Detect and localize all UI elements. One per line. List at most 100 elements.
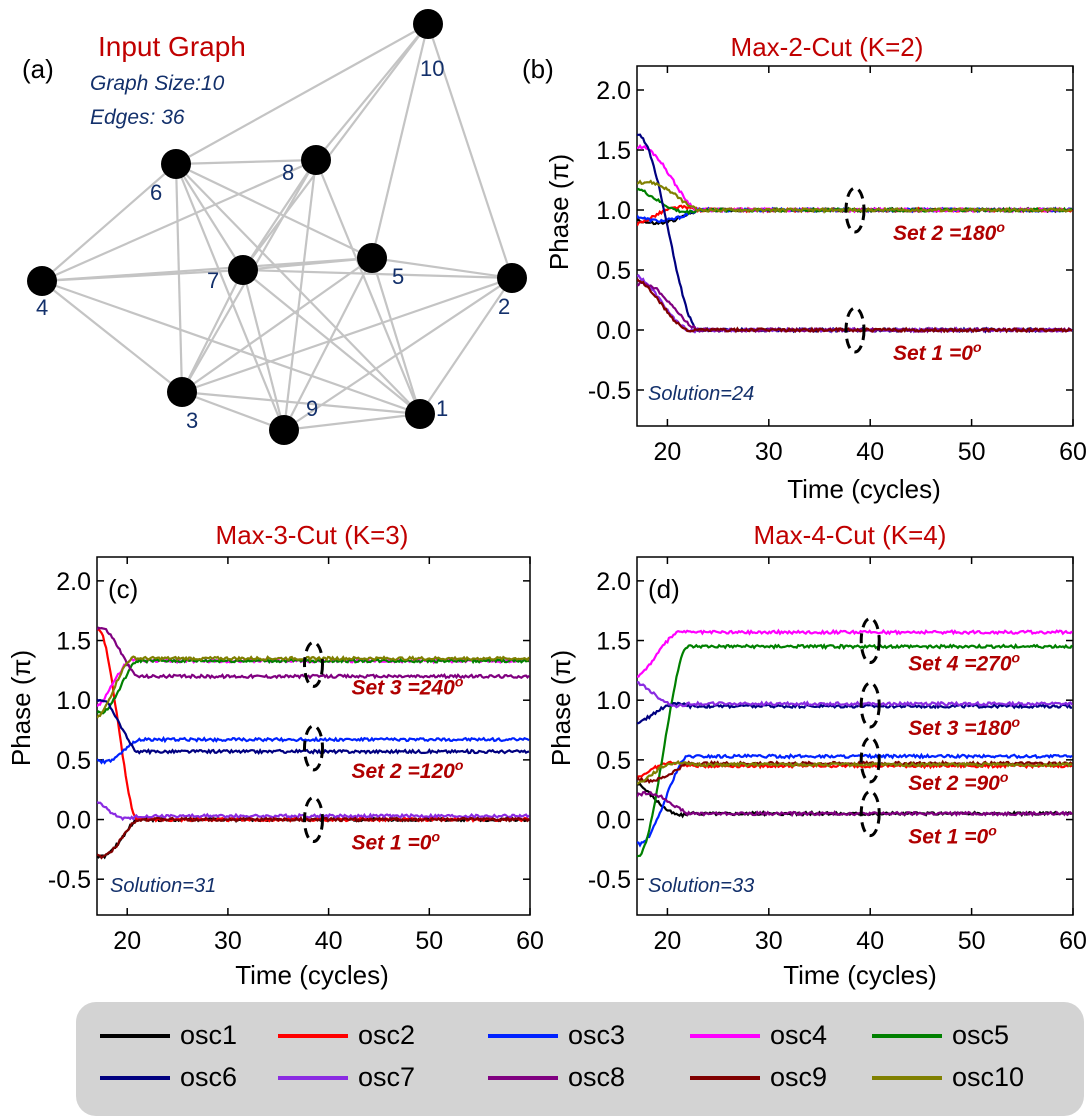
legend-label-osc9: osc9 (770, 1062, 827, 1092)
graph-edge (175, 158, 317, 166)
graph-edge (41, 163, 177, 282)
set-ellipse (859, 790, 881, 838)
graph-edge (175, 163, 373, 259)
graph-edge (175, 163, 421, 415)
legend-label-osc4: osc4 (770, 1020, 827, 1050)
series-line-osc8 (97, 626, 530, 680)
legend-label-osc1: osc1 (180, 1020, 237, 1050)
panel-c-max-3-cut: (c) Max-3-Cut (K=3) 20 30 40 50 60 -0.5 0.0 0.5… (6, 520, 544, 990)
graph-edge (314, 159, 422, 415)
series-lines (97, 626, 530, 860)
series-line-osc9 (97, 815, 530, 860)
graph-edge (242, 269, 421, 415)
panel-d-solution: Solution=33 (648, 875, 754, 897)
series-line-osc4 (97, 657, 530, 708)
set-ellipse (859, 617, 881, 665)
series-line-osc6 (637, 701, 1072, 725)
panel-b-plot: 20 30 40 50 60 -0.5 0.0 0.5 1.0 1.5 2.0 Set 2 =180o… (588, 65, 1087, 466)
legend-label-osc5: osc5 (952, 1020, 1009, 1050)
y-tick-label: 0.0 (596, 317, 631, 345)
set-ellipse (303, 640, 324, 688)
set-ellipse (303, 796, 324, 844)
series-line-osc1 (97, 815, 530, 860)
series-line-osc2 (637, 760, 1073, 780)
graph-edge (242, 268, 513, 280)
legend-label-osc6: osc6 (180, 1062, 237, 1092)
graph-edge (283, 257, 373, 431)
x-tick-label: 60 (1059, 927, 1087, 955)
graph-node (167, 377, 197, 407)
series-line-osc3 (97, 735, 530, 765)
x-tick-label: 30 (755, 438, 783, 466)
series-line-osc6 (97, 698, 530, 756)
set-label: Set 2 =180o (893, 219, 1005, 245)
legend-label-osc10: osc10 (952, 1062, 1024, 1092)
series-lines (637, 628, 1073, 858)
set-label: Set 2 =120o (352, 757, 464, 783)
panel-b-tag: (b) (522, 54, 554, 84)
graph-edge (242, 23, 429, 271)
graph-node (413, 9, 443, 39)
graph-edge (426, 23, 514, 279)
graph-node (301, 145, 331, 175)
x-tick-label: 30 (214, 927, 242, 955)
series-line-osc5 (637, 642, 1073, 858)
set-label: Set 2 =90o (908, 769, 1009, 795)
set-label: Set 3 =180o (908, 714, 1020, 740)
panel-b-solution: Solution=24 (648, 383, 754, 405)
series-line-osc4 (637, 628, 1073, 678)
set-label: Set 1 =0o (908, 823, 997, 849)
y-tick-label: -0.5 (48, 866, 91, 894)
panel-b-ylabel: Phase (π) (544, 154, 574, 270)
graph-node-label: 5 (392, 264, 404, 289)
series-line-osc7 (637, 273, 1073, 334)
x-tick-label: 40 (315, 927, 343, 955)
graph-edges (41, 23, 514, 432)
legend-items: osc1 osc2 osc3 osc4 osc5 osc6 osc7 osc8 osc9 osc1… (100, 1020, 1024, 1092)
graph-node-label: 1 (436, 396, 448, 421)
graph-node (497, 263, 527, 293)
panel-d-xlabel: Time (cycles) (783, 960, 937, 990)
graph-edge (41, 158, 317, 283)
graph-node-label: 10 (420, 56, 444, 81)
legend-label-osc7: osc7 (358, 1062, 415, 1092)
graph-node (27, 266, 57, 296)
series-line-osc8 (637, 790, 1073, 818)
graph-edge (181, 269, 244, 393)
legend-label-osc2: osc2 (358, 1020, 415, 1050)
series-line-osc3 (637, 752, 1073, 848)
plot-frame (96, 556, 531, 916)
x-tick-label: 50 (958, 927, 986, 955)
graph-edge (181, 390, 285, 432)
set-label: Set 1 =0o (893, 339, 982, 365)
set-label: Set 4 =270o (908, 650, 1020, 676)
y-tick-label: -0.5 (588, 377, 631, 405)
graph-edge (41, 256, 373, 283)
graph-edge (283, 412, 421, 432)
graph-node-label: 6 (150, 180, 162, 205)
graph-node-label: 9 (306, 396, 318, 421)
series-line-osc10 (637, 179, 1073, 214)
panel-c-xlabel: Time (cycles) (235, 960, 389, 990)
legend-label-osc3: osc3 (568, 1020, 625, 1050)
x-tick-label: 30 (755, 927, 783, 955)
graph-edge (181, 276, 513, 394)
x-tick-label: 20 (654, 438, 682, 466)
series-line-osc10 (97, 655, 530, 719)
series-line-osc1 (637, 782, 1073, 819)
legend-background (76, 1002, 1084, 1116)
panel-c-title: Max-3-Cut (K=3) (216, 520, 409, 550)
legend-label-osc8: osc8 (568, 1062, 625, 1092)
set-ellipse (859, 681, 881, 729)
y-tick-label: 1.0 (56, 687, 91, 715)
panel-d-plot: 20 30 40 50 60 -0.5 0.0 0.5 1.0 1.5 2.0 Set 4 =270o… (588, 556, 1087, 955)
series-line-osc10 (637, 759, 1073, 785)
y-tick-label: 1.5 (56, 628, 91, 656)
graph-edge (175, 163, 244, 271)
graph-edge (419, 277, 513, 415)
series-line-osc8 (637, 280, 1073, 334)
panel-b-max-2-cut: (b) Max-2-Cut (K=2) 20 30 40 50 60 -0.5 0.0 0.5… (522, 32, 1087, 504)
panel-c-plot: 20 30 40 50 60 -0.5 0.0 0.5 1.0 1.5 2.0 Set 3 =240o… (48, 556, 544, 955)
panel-a-title: Input Graph (98, 31, 246, 62)
